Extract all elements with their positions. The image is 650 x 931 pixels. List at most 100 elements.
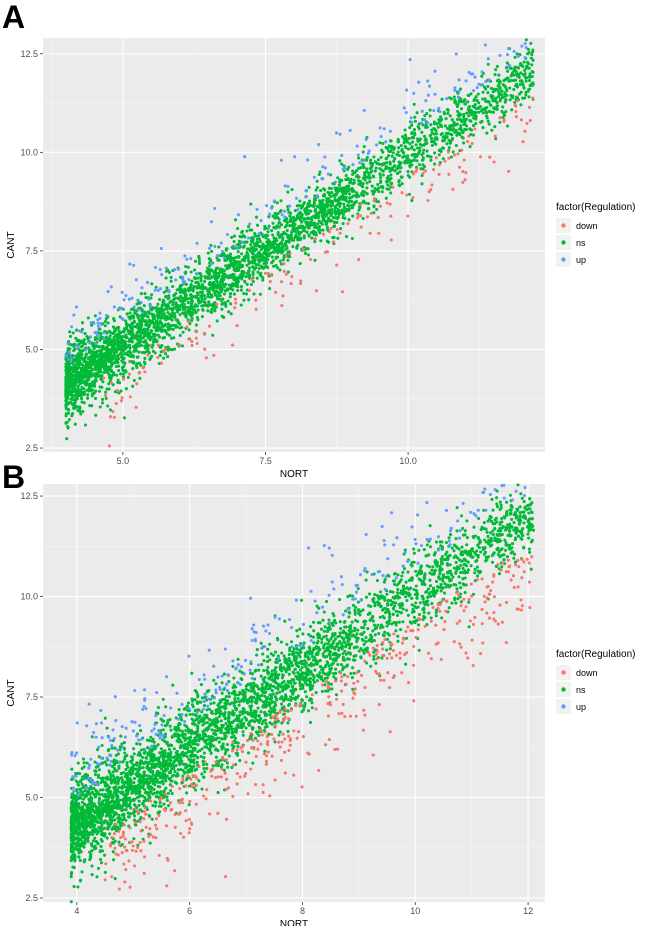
point-ns <box>248 266 251 269</box>
point-ns <box>99 405 102 408</box>
point-ns <box>151 818 154 821</box>
point-ns <box>158 298 161 301</box>
point-up <box>403 106 406 109</box>
point-down <box>332 240 335 243</box>
point-ns <box>122 372 125 375</box>
point-ns <box>75 329 78 332</box>
point-down <box>280 304 283 307</box>
point-ns <box>416 147 419 150</box>
point-ns <box>131 367 134 370</box>
point-ns <box>459 571 462 574</box>
point-ns <box>199 279 202 282</box>
point-ns <box>439 583 442 586</box>
point-ns <box>519 103 522 106</box>
point-ns <box>429 109 432 112</box>
point-up <box>433 93 436 96</box>
point-ns <box>125 322 128 325</box>
point-ns <box>378 141 381 144</box>
point-ns <box>288 224 291 227</box>
point-ns <box>426 603 429 606</box>
point-down <box>157 344 160 347</box>
point-ns <box>93 345 96 348</box>
x-tick-label: 7.5 <box>259 456 272 466</box>
point-ns <box>342 213 345 216</box>
point-ns <box>469 120 472 123</box>
point-ns <box>387 154 390 157</box>
point-ns <box>114 348 117 351</box>
point-ns <box>203 301 206 304</box>
point-ns <box>429 114 432 117</box>
point-ns <box>183 313 186 316</box>
point-up <box>295 197 298 200</box>
point-ns <box>250 251 253 254</box>
point-ns <box>156 315 159 318</box>
point-up <box>349 129 352 132</box>
point-ns <box>271 255 274 258</box>
point-ns <box>170 276 173 279</box>
point-up <box>313 176 316 179</box>
point-up <box>520 45 523 48</box>
point-down <box>464 178 467 181</box>
point-ns <box>133 309 136 312</box>
point-ns <box>113 319 116 322</box>
point-down <box>461 181 464 184</box>
point-ns <box>391 155 394 158</box>
point-ns <box>173 770 176 773</box>
point-ns <box>161 301 164 304</box>
point-ns <box>81 344 84 347</box>
point-ns <box>69 335 72 338</box>
point-down <box>195 330 198 333</box>
point-ns <box>257 263 260 266</box>
point-ns <box>171 285 174 288</box>
point-ns <box>486 100 489 103</box>
point-ns <box>249 203 252 206</box>
point-ns <box>182 290 185 293</box>
point-ns <box>340 195 343 198</box>
point-down <box>401 191 404 194</box>
point-up <box>159 268 162 271</box>
point-ns <box>523 87 526 90</box>
point-ns <box>318 219 321 222</box>
point-ns <box>251 762 254 765</box>
point-ns <box>453 95 456 98</box>
point-ns <box>484 87 487 90</box>
point-ns <box>309 721 312 724</box>
point-ns <box>104 391 107 394</box>
point-ns <box>279 199 282 202</box>
point-ns <box>123 416 126 419</box>
point-ns <box>240 303 243 306</box>
point-ns <box>108 387 111 390</box>
point-ns <box>188 328 191 331</box>
point-ns <box>310 222 313 225</box>
point-ns <box>433 141 436 144</box>
point-ns <box>417 125 420 128</box>
point-ns <box>490 129 493 132</box>
point-ns <box>225 247 228 250</box>
point-ns <box>203 752 206 755</box>
point-up <box>513 50 516 53</box>
panel-label-a: A <box>2 0 25 35</box>
point-ns <box>357 587 360 590</box>
point-up <box>380 135 383 138</box>
point-ns <box>314 216 317 219</box>
point-ns <box>302 226 305 229</box>
point-ns <box>179 334 182 337</box>
point-ns <box>514 66 517 69</box>
point-down <box>460 149 463 152</box>
point-ns <box>105 354 108 357</box>
point-ns <box>320 206 323 209</box>
point-ns <box>160 793 163 796</box>
point-ns <box>413 103 416 106</box>
point-ns <box>118 329 121 332</box>
point-ns <box>79 381 82 384</box>
point-ns <box>109 339 112 342</box>
point-ns <box>296 238 299 241</box>
legend-label-ns: ns <box>576 238 586 248</box>
point-down <box>121 396 124 399</box>
point-down <box>322 233 325 236</box>
point-ns <box>331 200 334 203</box>
point-down <box>309 258 312 261</box>
point-ns <box>196 304 199 307</box>
point-ns <box>390 145 393 148</box>
point-ns <box>380 156 383 159</box>
